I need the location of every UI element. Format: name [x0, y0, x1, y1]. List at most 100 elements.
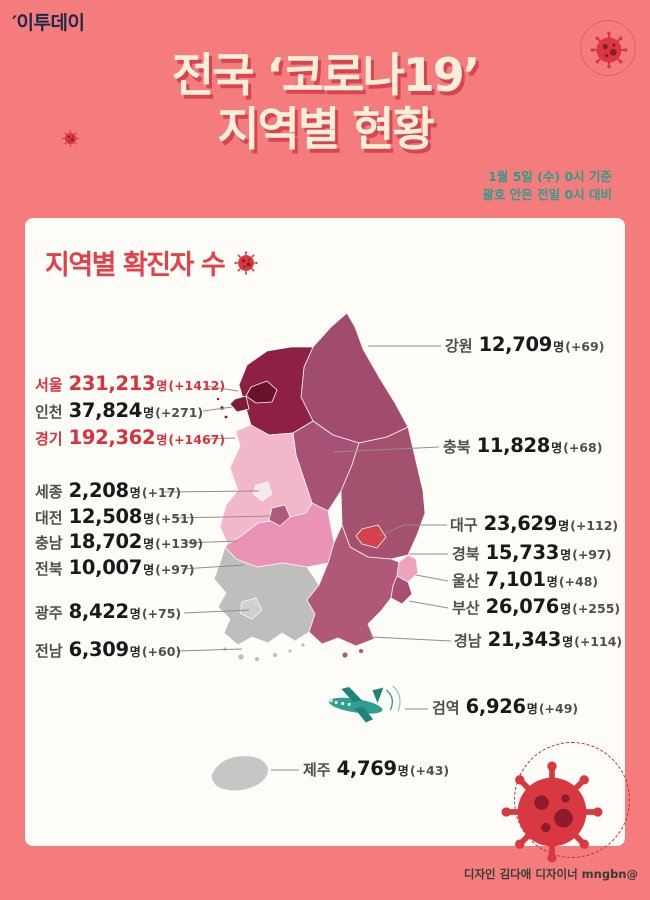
region-change: (+17) [141, 485, 182, 500]
region-value: 11,828 [476, 434, 551, 457]
region-label-chungnam: 충남 18,702 명 (+139) [35, 530, 203, 553]
region-name: 제주 [303, 761, 331, 779]
region-unit: 명 [560, 548, 572, 562]
region-change: (+114) [574, 634, 623, 649]
title-line-1: 전국 ‘코로나19’ [171, 48, 481, 102]
region-change: (+139) [155, 536, 204, 551]
map-gyeongnam-islands [341, 648, 364, 659]
region-unit: 명 [143, 406, 155, 420]
region-name: 전남 [35, 642, 63, 660]
region-value: 18,702 [68, 530, 143, 553]
etoday-logo: ′이투데이 [12, 12, 85, 34]
region-label-ulsan: 울산 7,101 명 (+48) [452, 568, 598, 591]
region-value: 6,309 [68, 638, 129, 661]
region-unit: 명 [129, 607, 141, 621]
region-label-incheon: 인천 37,824 명 (+271) [35, 399, 203, 422]
map-region-daegu [355, 524, 387, 549]
region-label-daegu: 대구 23,629 명 (+112) [450, 512, 618, 535]
region-name: 대전 [35, 509, 63, 527]
region-change: (+49) [538, 701, 579, 716]
region-unit: 명 [397, 764, 409, 778]
region-name: 충남 [35, 534, 63, 552]
region-label-jeju: 제주 4,769 명 (+43) [303, 757, 449, 780]
region-name: 울산 [452, 572, 480, 590]
region-label-quarantine: 검역 6,926 명 (+49) [432, 695, 578, 718]
region-name: 경남 [454, 632, 482, 650]
region-change: (+51) [155, 511, 195, 526]
region-name: 부산 [452, 599, 480, 617]
region-value: 23,629 [483, 512, 558, 535]
region-value: 231,213 [68, 372, 156, 395]
region-name: 경기 [35, 430, 63, 448]
date-info: 1월 5일 (수) 0시 기준 괄호 안은 전일 0시 대비 [482, 168, 612, 203]
virus-icon [234, 250, 259, 275]
card-heading-text: 지역별 확진자 수 [45, 250, 226, 281]
airplane-icon [328, 685, 401, 723]
map-incheon-islands [215, 397, 229, 420]
region-unit: 명 [560, 602, 572, 616]
map-region-busan [390, 575, 413, 605]
region-label-daejeon: 대전 12,508 명 (+51) [35, 505, 194, 528]
region-label-seoul: 서울 231,213 명 (+1412) [35, 372, 225, 395]
region-unit: 명 [551, 441, 563, 455]
region-value: 15,733 [485, 541, 560, 564]
map-region-jeonnam [213, 546, 320, 646]
region-value: 21,343 [487, 628, 562, 651]
region-unit: 명 [558, 519, 570, 533]
region-unit: 명 [553, 340, 565, 354]
region-unit: 명 [546, 575, 558, 589]
region-label-gyeonggi: 경기 192,362 명 (+1467) [35, 426, 225, 449]
region-value: 12,508 [68, 505, 143, 528]
region-change: (+97) [155, 562, 195, 577]
map-region-jeju [211, 756, 268, 791]
region-change: (+48) [558, 574, 599, 589]
region-change: (+75) [141, 606, 182, 621]
region-name: 인천 [35, 403, 63, 421]
title-line-2: 지역별 현황 [217, 102, 435, 157]
region-label-gyeongbuk: 경북 15,733 명 (+97) [452, 541, 611, 564]
jeju-island-map [211, 756, 268, 791]
designer-credit: 디자인 김다애 디자이너 mngbn@ [463, 867, 638, 881]
korea-map [213, 312, 426, 662]
region-value: 12,709 [478, 333, 553, 356]
region-value: 7,101 [485, 568, 546, 591]
region-value: 192,362 [68, 426, 156, 449]
region-unit: 명 [156, 433, 168, 447]
region-label-gwangju: 광주 8,422 명 (+75) [35, 600, 181, 623]
region-label-busan: 부산 26,076 명 (+255) [452, 595, 620, 618]
region-value: 4,769 [336, 757, 397, 780]
region-change: (+43) [409, 763, 450, 778]
region-name: 대구 [450, 516, 478, 534]
region-change: (+68) [563, 440, 603, 455]
date-line-2: 괄호 안은 전일 0시 대비 [482, 186, 612, 202]
map-region-incheon [229, 395, 250, 413]
region-name: 충북 [443, 438, 471, 456]
card-heading: 지역별 확진자 수 [45, 243, 259, 282]
region-name: 검역 [432, 699, 460, 717]
region-unit: 명 [143, 512, 155, 526]
region-unit: 명 [129, 486, 141, 500]
map-jeonnam-islands [222, 642, 306, 662]
region-change: (+112) [570, 518, 619, 533]
region-name: 경북 [452, 545, 480, 563]
region-label-sejong: 세종 2,208 명 (+17) [35, 479, 181, 502]
region-unit: 명 [129, 645, 141, 659]
region-name: 전북 [35, 560, 63, 578]
map-region-sejong [252, 481, 273, 502]
region-label-chungbuk: 충북 11,828 명 (+68) [443, 434, 602, 457]
region-name: 광주 [35, 604, 63, 622]
region-value: 10,007 [68, 556, 143, 579]
region-unit: 명 [562, 635, 574, 649]
region-change: (+60) [141, 644, 182, 659]
region-label-gyeongnam: 경남 21,343 명 (+114) [454, 628, 622, 651]
region-name: 강원 [445, 337, 473, 355]
region-change: (+255) [572, 601, 621, 616]
region-unit: 명 [143, 537, 155, 551]
date-line-1: 1월 5일 (수) 0시 기준 [488, 169, 612, 184]
region-value: 8,422 [68, 600, 129, 623]
region-value: 37,824 [68, 399, 143, 422]
region-value: 26,076 [485, 595, 560, 618]
region-unit: 명 [526, 702, 538, 716]
region-change: (+97) [572, 547, 612, 562]
